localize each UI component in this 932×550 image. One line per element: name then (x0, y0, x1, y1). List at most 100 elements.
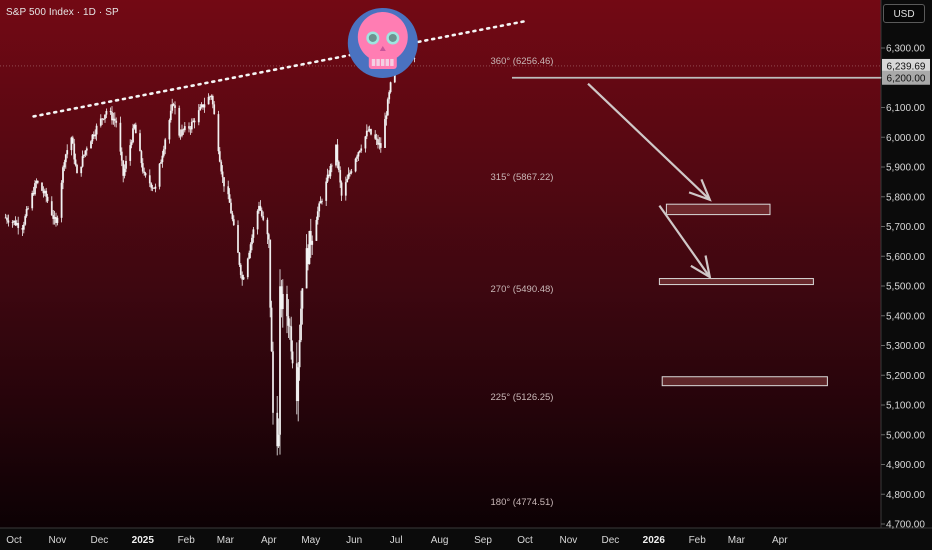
candle-body (85, 148, 88, 151)
candle-body (158, 163, 161, 187)
candle-body (349, 172, 351, 174)
candle-body (4, 217, 7, 219)
time-tick-label: Mar (728, 535, 746, 546)
candle-body (223, 177, 225, 187)
candle-body (183, 126, 186, 131)
time-tick-label: Jul (390, 535, 403, 546)
price-tick-label: 5,200.00 (886, 371, 925, 382)
time-tick-label: Nov (560, 535, 578, 546)
candle-body (199, 106, 202, 111)
time-tick-label: Oct (6, 535, 22, 546)
candle-body (286, 293, 288, 317)
candle-body (370, 129, 372, 135)
candle-body (210, 96, 213, 97)
candle-body (22, 224, 25, 230)
candle-body (50, 201, 53, 216)
candle-body (120, 151, 123, 161)
candle-body (260, 210, 263, 217)
candle-body (105, 110, 108, 115)
candle-body (150, 183, 153, 188)
candle-body (122, 160, 125, 176)
candle-body (140, 151, 143, 164)
candle-body (386, 99, 389, 116)
time-tick-label: May (301, 535, 320, 546)
candle-body (62, 167, 64, 183)
candle-body (346, 178, 349, 183)
candle-body (91, 134, 94, 142)
candle-body (102, 118, 105, 120)
candle-body (83, 154, 85, 157)
candle-body (11, 222, 14, 223)
price-tick-label: 4,900.00 (886, 460, 925, 471)
last-price-tag-label: 6,239.69 (887, 61, 926, 72)
candle-body (335, 144, 337, 166)
candle-body (207, 96, 210, 105)
candle-body (330, 165, 333, 167)
skull-head (357, 11, 408, 62)
candle-body (172, 104, 175, 106)
arrow-head (690, 255, 712, 280)
candle-body (193, 120, 196, 123)
candle-body (350, 171, 353, 173)
price-tick-label: 5,100.00 (886, 401, 925, 412)
candle-body (32, 192, 35, 195)
candle-body (379, 143, 382, 148)
candle-body (6, 217, 8, 221)
candle-body (232, 219, 235, 226)
candle-body (52, 215, 55, 219)
time-tick-label: Apr (772, 535, 788, 546)
candle-body (123, 168, 126, 176)
candle-body (377, 139, 379, 145)
candle-body (161, 155, 164, 163)
candle-body (70, 137, 73, 151)
candle-body (46, 196, 49, 202)
price-axis-background (881, 0, 932, 528)
candle-body (298, 340, 301, 368)
candle-body (197, 110, 200, 123)
skull-tooth (390, 58, 394, 66)
candle-body (218, 151, 221, 162)
candle-body (202, 104, 204, 108)
candle-body (266, 219, 269, 235)
skull-eye-coin (388, 33, 397, 42)
candle-body (357, 152, 360, 157)
candle-body (246, 258, 249, 278)
candle-body (368, 129, 371, 131)
candle-body (237, 225, 239, 253)
candle-body (374, 134, 377, 139)
price-tick-label: 6,000.00 (886, 133, 925, 144)
candle-body (92, 134, 95, 137)
skull-eye (386, 31, 400, 45)
candle-body (364, 136, 367, 149)
skull-icon (347, 7, 418, 78)
candle-body (321, 200, 323, 202)
candle-body (178, 107, 181, 136)
candle-body (25, 209, 28, 217)
currency-button[interactable]: USD (883, 4, 925, 23)
fib-level-label: 360° (6256.46) (491, 56, 554, 67)
candle-body (258, 205, 260, 211)
symbol-title: S&P 500 Index · 1D · SP (6, 7, 119, 18)
candle-body (259, 205, 262, 211)
candle-body (112, 118, 115, 121)
skull-tooth (381, 58, 385, 66)
target-zone (665, 203, 771, 216)
candle-body (151, 187, 154, 189)
candle-body (94, 134, 97, 137)
candle-body (319, 201, 322, 204)
candle-body (24, 216, 27, 225)
candle-body (267, 234, 270, 240)
candle-body (143, 171, 146, 174)
candle-body (45, 190, 48, 197)
time-tick-label: Sep (474, 535, 492, 546)
price-tick-label: 5,400.00 (886, 311, 925, 322)
candle-body (179, 135, 182, 137)
candle-body (228, 194, 231, 203)
trendline (32, 19, 527, 118)
candle-body (134, 124, 137, 134)
last-price-tag (882, 58, 930, 73)
candle-body (74, 159, 77, 165)
candle-body (305, 248, 308, 289)
